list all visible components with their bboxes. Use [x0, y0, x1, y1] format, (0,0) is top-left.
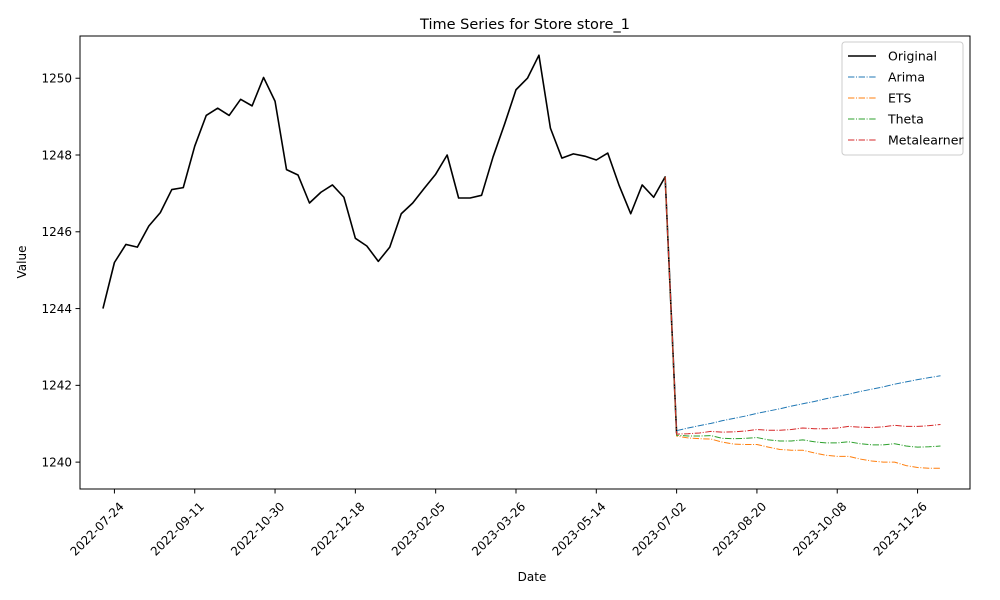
y-tick-label: 1250 — [41, 72, 72, 86]
y-tick-label: 1242 — [41, 379, 72, 393]
x-axis-title: Date — [518, 570, 547, 584]
series-line-theta — [664, 176, 941, 448]
chart-title: Time Series for Store store_1 — [419, 17, 630, 33]
legend-label-theta: Theta — [887, 112, 924, 127]
y-tick-label: 1248 — [41, 148, 72, 162]
legend-box — [841, 41, 964, 156]
series-line-ets — [664, 176, 941, 469]
series-layer — [102, 54, 941, 469]
y-tick-label: 1246 — [41, 225, 72, 239]
legend-label-metalearner: Metalearner — [888, 133, 964, 148]
legend-label-original: Original — [888, 49, 937, 64]
y-axis-title: Value — [15, 246, 29, 279]
series-line-metalearner — [664, 176, 941, 435]
y-tick-label: 1244 — [41, 302, 72, 316]
legend: Original Arima ETS Theta Metalearner — [841, 41, 964, 156]
series-line-arima — [664, 176, 941, 432]
y-axis: 1240 1242 1244 1246 1248 1250 — [41, 72, 80, 469]
legend-label-ets: ETS — [888, 91, 912, 106]
legend-label-arima: Arima — [888, 70, 925, 85]
series-line-original — [102, 54, 678, 434]
plot-frame — [79, 35, 971, 490]
y-tick-label: 1240 — [41, 455, 72, 469]
